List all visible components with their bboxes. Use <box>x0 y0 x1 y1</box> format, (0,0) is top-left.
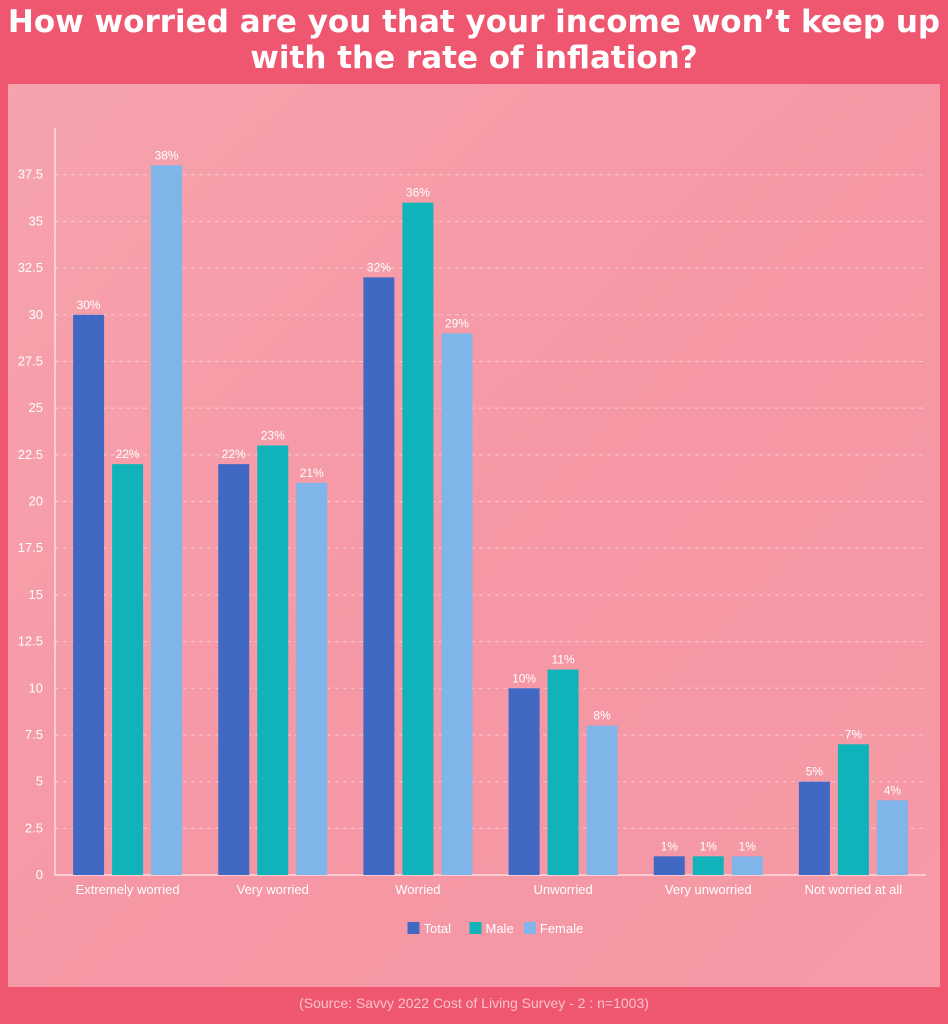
category-labels: Extremely worried Very worried Worried Unwo… <box>76 882 903 897</box>
y-tick-label: 25 <box>29 400 43 415</box>
bar-male-4 <box>692 856 724 875</box>
bar-female-2 <box>441 333 473 875</box>
bar-male-1 <box>257 445 289 875</box>
bar-total-2 <box>363 277 395 875</box>
axes <box>54 128 926 876</box>
y-tick-label: 20 <box>29 494 43 509</box>
legend-label-female: Female <box>540 921 583 936</box>
bar-male-0 <box>112 464 144 875</box>
data-label: 7% <box>845 727 863 741</box>
data-labels: 30% 22% 38% 22% 23% 21% 32% 36% 29% 10% 11% 8% 1% 1% 1… <box>77 148 902 853</box>
data-label: 10% <box>512 671 536 685</box>
bar-female-3 <box>586 725 618 875</box>
chart-title-line-2: with the rate of inflation? <box>250 40 698 76</box>
y-tick-label: 22.5 <box>18 447 43 462</box>
data-label: 36% <box>406 186 430 200</box>
bar-total-0 <box>73 314 105 875</box>
y-tick-label: 32.5 <box>18 260 43 275</box>
data-label: 29% <box>445 316 469 330</box>
y-tick-label: 30 <box>29 307 43 322</box>
y-tick-label: 5 <box>36 774 43 789</box>
bar-total-3 <box>508 688 540 875</box>
y-tick-label: 12.5 <box>18 634 43 649</box>
chart-panel: 0 2.5 5 7.5 10 12.5 15 17.5 20 22.5 25 27.5 30 32.5 35… <box>8 84 940 987</box>
y-tick-label: 37.5 <box>18 167 43 182</box>
legend-swatch-total <box>407 922 420 934</box>
x-category-label: Unworried <box>533 882 592 897</box>
data-label: 1% <box>739 839 757 853</box>
data-label: 1% <box>661 839 679 853</box>
bar-female-4 <box>731 856 763 875</box>
bar-total-5 <box>798 781 830 875</box>
data-label: 21% <box>300 466 324 480</box>
data-label: 23% <box>261 428 285 442</box>
y-tick-label: 17.5 <box>18 540 43 555</box>
data-label: 32% <box>367 260 391 274</box>
x-category-label: Very unworried <box>665 882 752 897</box>
grid-lines <box>55 174 926 829</box>
legend-label-male: Male <box>486 921 514 936</box>
data-label: 22% <box>222 447 246 461</box>
y-tick-label: 2.5 <box>25 820 43 835</box>
bar-female-5 <box>876 800 908 875</box>
y-tick-label: 10 <box>29 680 43 695</box>
x-category-label: Worried <box>395 882 440 897</box>
legend: Total Male Female <box>407 921 583 936</box>
x-category-label: Not worried at all <box>805 882 903 897</box>
x-category-label: Very worried <box>237 882 309 897</box>
data-label: 38% <box>155 148 179 162</box>
bars <box>73 165 908 876</box>
bar-male-3 <box>547 669 579 875</box>
y-axis-ticks: 0 2.5 5 7.5 10 12.5 15 17.5 20 22.5 25 27.5 30 32.5 35… <box>18 167 43 882</box>
source-note: (Source: Savvy 2022 Cost of Living Surve… <box>299 995 649 1011</box>
y-tick-label: 35 <box>29 213 43 228</box>
bar-male-5 <box>837 744 869 875</box>
bar-male-2 <box>402 202 434 875</box>
data-label: 1% <box>700 839 718 853</box>
bar-female-0 <box>151 165 183 876</box>
bar-chart: 0 2.5 5 7.5 10 12.5 15 17.5 20 22.5 25 27.5 30 32.5 35… <box>18 128 926 936</box>
data-label: 11% <box>552 653 575 667</box>
y-tick-label: 7.5 <box>25 727 43 742</box>
bar-total-4 <box>653 856 685 875</box>
bar-female-1 <box>296 482 328 875</box>
data-label: 5% <box>806 765 824 779</box>
data-label: 22% <box>116 447 140 461</box>
data-label: 8% <box>593 709 611 723</box>
chart-title-line-1: How worried are you that your income won… <box>7 4 941 40</box>
bar-total-1 <box>218 464 250 875</box>
legend-swatch-male <box>469 922 482 934</box>
data-label: 30% <box>77 298 101 312</box>
y-tick-label: 0 <box>36 867 43 882</box>
chart-title: How worried are you that your income won… <box>0 4 948 76</box>
data-label: 4% <box>884 783 902 797</box>
legend-swatch-female <box>523 922 536 934</box>
legend-label-total: Total <box>424 921 452 936</box>
x-category-label: Extremely worried <box>76 882 180 897</box>
y-tick-label: 27.5 <box>18 353 43 368</box>
y-tick-label: 15 <box>29 587 43 602</box>
